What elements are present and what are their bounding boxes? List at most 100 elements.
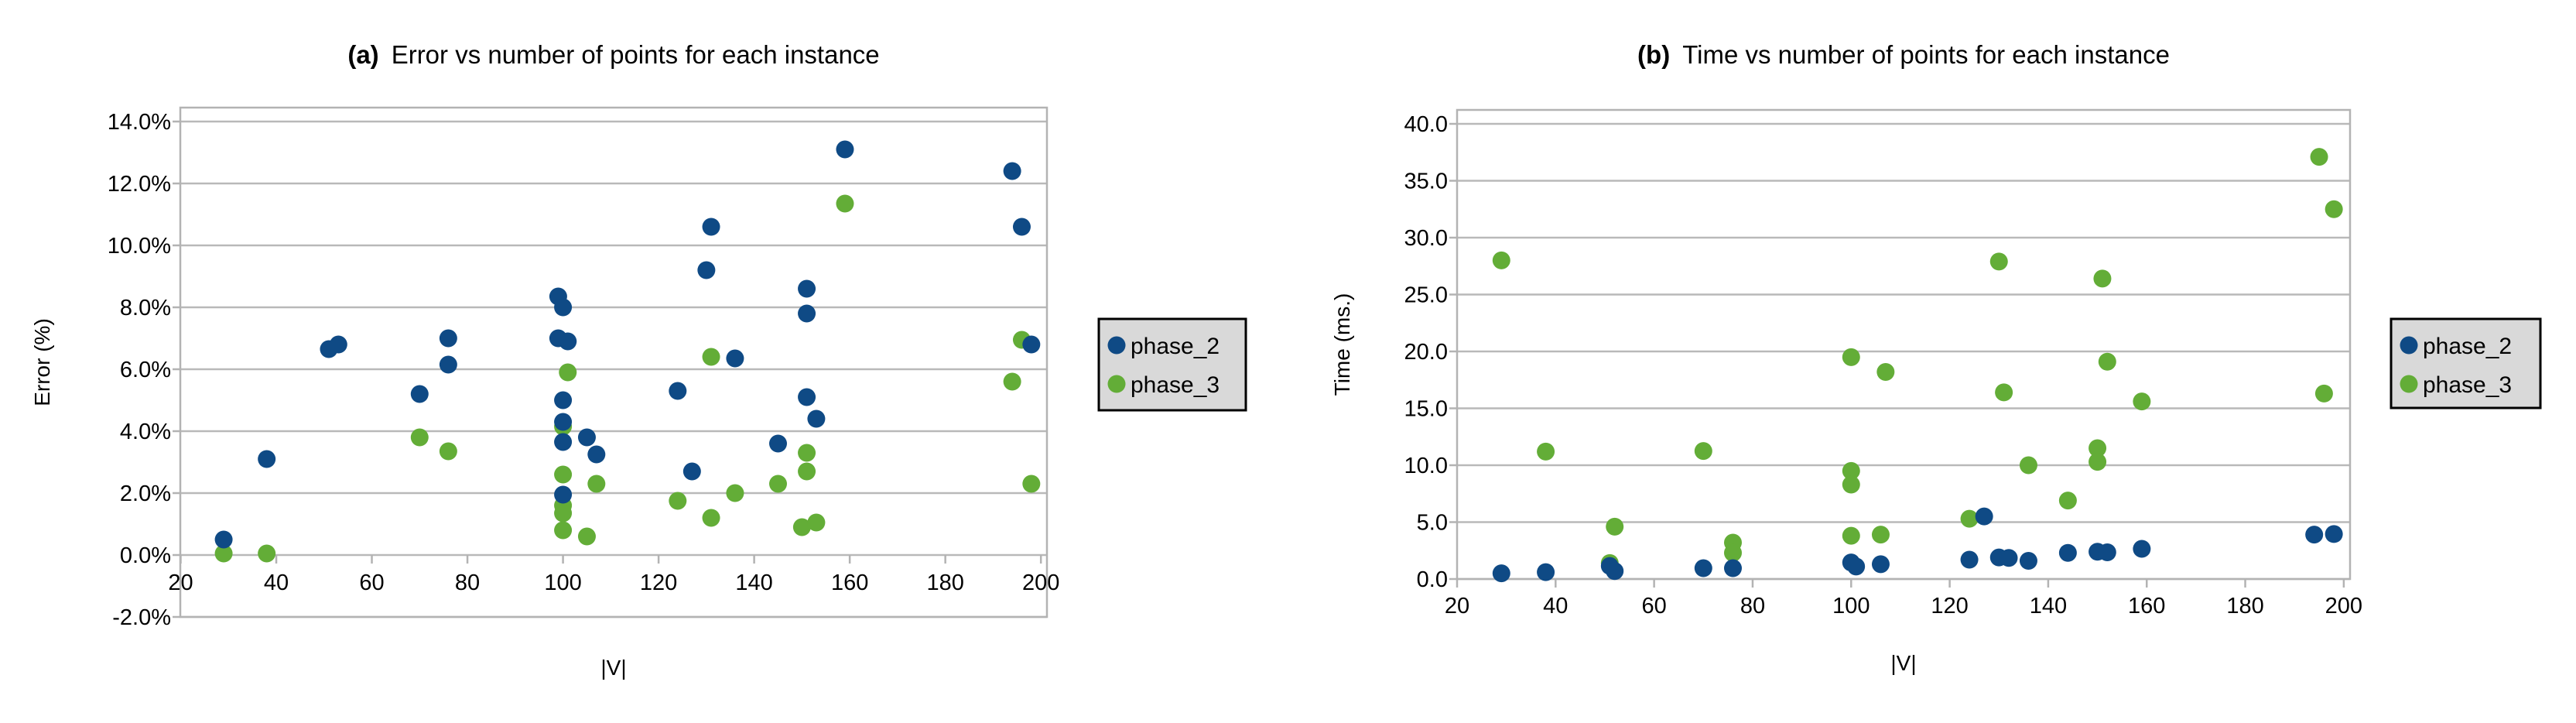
data-point-phase_3	[798, 462, 816, 481]
y-tick-label: 0.0	[1417, 567, 1448, 592]
x-tick-label: 200	[2325, 594, 2362, 618]
data-point-phase_2	[2000, 549, 2018, 567]
data-point-phase_2	[329, 335, 347, 354]
data-point-phase_3	[2089, 453, 2107, 471]
data-point-phase_2	[669, 382, 687, 400]
data-point-phase_2	[697, 261, 716, 279]
x-tick-label: 100	[544, 571, 581, 595]
y-tick-label: 30.0	[1404, 226, 1448, 251]
data-point-phase_2	[1960, 550, 1979, 569]
data-point-phase_3	[2093, 269, 2112, 288]
data-point-phase_3	[559, 363, 577, 382]
y-axis-title: Time (ms.)	[1330, 293, 1354, 396]
data-point-phase_2	[769, 434, 787, 453]
y-tick-label: 15.0	[1404, 397, 1448, 422]
data-point-phase_3	[258, 544, 276, 563]
data-point-phase_2	[1012, 218, 1031, 236]
data-point-phase_2	[559, 332, 577, 351]
data-point-phase_2	[836, 140, 854, 159]
data-point-phase_2	[1537, 563, 1555, 581]
y-tick-label: -2.0%	[112, 605, 171, 630]
data-point-phase_2	[2098, 543, 2116, 561]
legend-label-phase_2: phase_2	[1131, 334, 1220, 359]
data-point-phase_3	[2310, 148, 2328, 166]
y-tick-label: 14.0%	[108, 110, 171, 135]
data-point-phase_3	[2133, 392, 2151, 411]
x-tick-label: 120	[1931, 594, 1968, 618]
y-tick-label: 8.0%	[120, 296, 171, 320]
data-point-phase_3	[439, 442, 457, 461]
data-point-phase_3	[2019, 456, 2037, 475]
data-point-phase_2	[1847, 557, 1866, 576]
data-point-phase_3	[1694, 442, 1712, 461]
data-point-phase_3	[554, 465, 573, 484]
data-point-phase_3	[1003, 372, 1021, 391]
data-point-phase_3	[1606, 517, 1624, 536]
data-point-phase_3	[702, 348, 720, 366]
x-tick-label: 140	[2030, 594, 2067, 618]
data-point-phase_3	[1022, 475, 1041, 493]
legend-label-phase_3: phase_3	[2423, 372, 2512, 398]
data-point-phase_3	[577, 527, 596, 546]
x-axis-title: |V|	[1890, 651, 1916, 675]
data-point-phase_2	[1694, 559, 1712, 577]
data-point-phase_2	[798, 279, 816, 298]
y-tick-label: 25.0	[1404, 283, 1448, 308]
data-point-phase_3	[2098, 352, 2116, 371]
data-point-phase_3	[1842, 475, 1860, 494]
data-point-phase_3	[1989, 252, 2008, 271]
data-point-phase_2	[554, 391, 573, 409]
data-point-phase_3	[1876, 362, 1895, 381]
data-point-phase_2	[554, 485, 573, 504]
x-tick-label: 160	[831, 571, 868, 595]
data-point-phase_2	[1492, 564, 1510, 583]
data-point-phase_3	[669, 492, 687, 510]
x-tick-label: 20	[168, 571, 193, 595]
x-tick-label: 100	[1832, 594, 1870, 618]
legend-swatch-phase_2	[2400, 336, 2418, 355]
x-tick-label: 180	[926, 571, 963, 595]
y-tick-label: 5.0	[1417, 511, 1448, 536]
y-tick-label: 0.0%	[120, 543, 171, 568]
data-point-phase_3	[1842, 526, 1860, 545]
data-point-phase_3	[554, 521, 573, 540]
legend-label-phase_2: phase_2	[2423, 334, 2512, 359]
data-point-phase_3	[807, 513, 826, 532]
data-point-phase_2	[1022, 335, 1041, 354]
chart-canvas: -2.0% 0.0% 2.0% 4.0% 6.0% 8.0% 10.0% 12.0% 14.0%…	[30, 40, 1247, 680]
data-point-phase_2	[439, 329, 457, 348]
y-tick-label: 6.0%	[120, 358, 171, 382]
data-point-phase_3	[702, 509, 720, 527]
data-point-phase_2	[798, 304, 816, 323]
legend-label-phase_3: phase_3	[1131, 372, 1220, 398]
data-point-phase_3	[769, 475, 787, 493]
data-point-phase_2	[1003, 162, 1021, 180]
data-point-phase_2	[2325, 525, 2343, 543]
data-point-phase_2	[1871, 555, 1890, 574]
x-tick-label: 200	[1022, 571, 1059, 595]
chart-canvas: 0.0 5.0 10.0 15.0 20.0 25.0 30.0 35.0 40.0 20 40 60…	[1330, 40, 2542, 675]
data-point-phase_2	[1723, 559, 1742, 577]
x-axis-title: |V|	[600, 656, 626, 680]
chart-error-vs-points: -2.0% 0.0% 2.0% 4.0% 6.0% 8.0% 10.0% 12.0% 14.0%…	[0, 0, 1288, 719]
data-point-phase_2	[682, 462, 701, 481]
data-point-phase_2	[214, 530, 233, 549]
x-tick-label: 140	[735, 571, 772, 595]
legend-box	[1097, 317, 1247, 412]
x-tick-label: 40	[264, 571, 289, 595]
data-point-phase_2	[726, 349, 744, 368]
legend-swatch-phase_3	[2400, 375, 2418, 393]
y-tick-label: 40.0	[1404, 112, 1448, 137]
data-point-phase_2	[2133, 540, 2151, 558]
data-point-phase_2	[439, 355, 457, 374]
data-point-phase_3	[214, 544, 233, 563]
data-point-phase_2	[554, 433, 573, 451]
data-point-phase_2	[410, 385, 429, 403]
data-point-phase_2	[554, 413, 573, 431]
data-point-phase_2	[1606, 562, 1624, 581]
data-point-phase_3	[2089, 439, 2107, 457]
x-tick-label: 60	[359, 571, 384, 595]
data-point-phase_3	[1723, 543, 1742, 562]
data-point-phase_3	[2325, 200, 2343, 218]
data-point-phase_3	[2058, 492, 2077, 510]
